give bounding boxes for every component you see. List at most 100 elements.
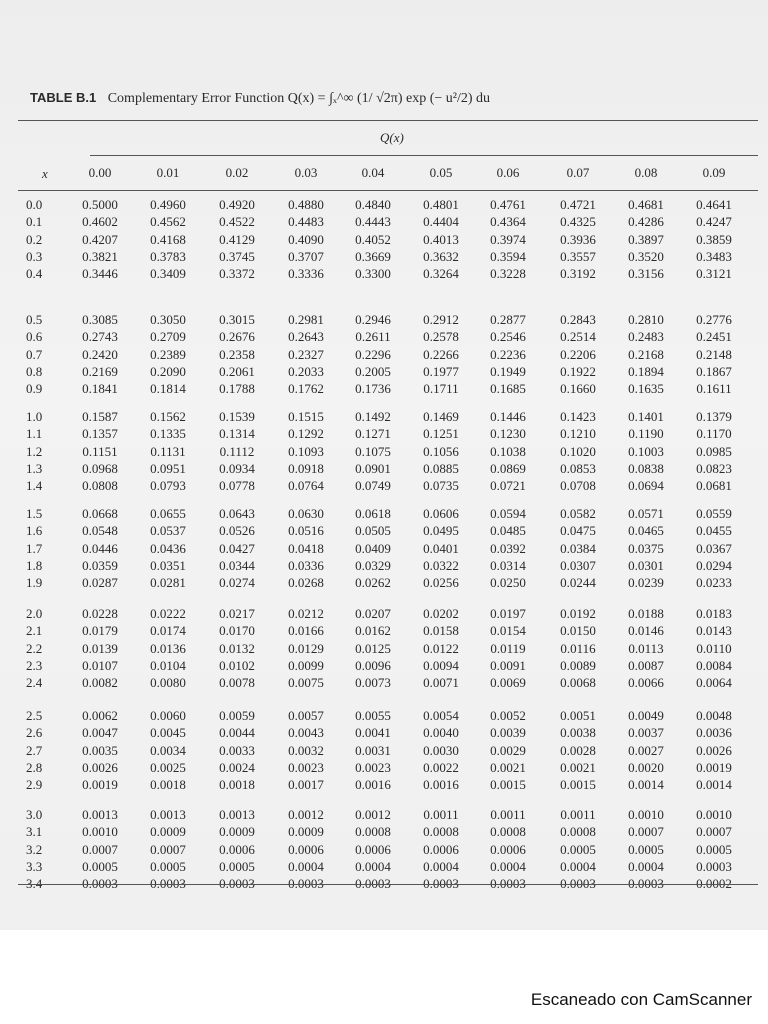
q-value-cell: 0.0010	[628, 807, 664, 822]
q-value-cell: 0.1867	[696, 363, 732, 379]
q-value-cell: 0.2266	[423, 346, 459, 362]
q-value-cell: 0.1711	[423, 381, 459, 397]
q-value-cell: 0.0007	[628, 824, 664, 840]
q-value-cell: 0.0049	[628, 708, 664, 723]
column-header: 0.04	[361, 165, 385, 180]
q-value-cell: 0.4364	[490, 214, 526, 230]
row-x-value: 3.2	[26, 841, 43, 857]
q-value-cell: 0.2810	[628, 312, 664, 327]
q-value-cell: 0.0307	[560, 557, 596, 573]
q-value-cell: 0.0003	[288, 876, 324, 892]
q-value-cell: 0.3156	[628, 266, 664, 282]
table-label: TABLE B.1	[30, 90, 97, 105]
row-x-value: 2.9	[26, 777, 43, 793]
q-value-cell: 0.1131	[150, 443, 186, 459]
q-value-cell: 0.0037	[628, 725, 664, 741]
q-value-cell: 0.0968	[82, 460, 118, 476]
q-value-cell: 0.0158	[423, 623, 459, 639]
row-x-value: 0.8	[26, 363, 43, 379]
q-value-cell: 0.0655	[150, 506, 186, 521]
q-value-cell: 0.2420	[82, 346, 118, 362]
camscanner-watermark: Escaneado con CamScanner	[530, 990, 752, 1009]
q-value-cell: 0.2090	[150, 363, 186, 379]
q-value-cell: 0.2676	[219, 329, 255, 345]
q-value-cell: 0.0054	[423, 708, 459, 723]
q-value-cell: 0.0073	[355, 675, 391, 691]
q-value-cell: 0.2946	[355, 312, 391, 327]
q-value-cell: 0.0004	[560, 858, 596, 874]
divider	[18, 190, 758, 191]
q-value-cell: 0.0026	[696, 742, 732, 758]
q-value-cell: 0.0003	[150, 876, 186, 892]
q-value-cell: 0.4443	[355, 214, 391, 230]
row-x-value: 2.2	[26, 640, 43, 656]
q-value-cell: 0.0005	[150, 858, 186, 874]
q-value-cell: 0.4522	[219, 214, 255, 230]
q-value-cell: 0.1003	[628, 443, 664, 459]
q-value-cell: 0.0075	[288, 675, 324, 691]
q-value-cell: 0.4247	[696, 214, 732, 230]
q-value-cell: 0.4404	[423, 214, 459, 230]
q-value-cell: 0.4880	[288, 197, 324, 212]
table-caption: Complementary Error Function Q(x) = ∫ₓ^∞…	[107, 91, 490, 106]
q-value-cell: 0.0143	[696, 623, 732, 639]
q-value-cell: 0.0019	[82, 777, 118, 793]
q-value-cell: 0.0505	[355, 523, 391, 539]
q-value-cell: 0.0250	[490, 575, 526, 591]
q-value-cell: 0.3936	[560, 231, 596, 247]
row-x-value: 1.7	[26, 540, 43, 556]
q-value-cell: 0.0007	[82, 841, 118, 857]
q-value-cell: 0.0005	[628, 841, 664, 857]
q-value-cell: 0.0239	[628, 575, 664, 591]
q-value-cell: 0.0166	[288, 623, 324, 639]
q-value-cell: 0.4681	[628, 197, 664, 212]
q-value-cell: 0.0003	[696, 858, 732, 874]
divider	[18, 120, 758, 121]
q-value-cell: 0.2061	[219, 363, 255, 379]
q-value-cell: 0.0010	[82, 824, 118, 840]
row-x-value: 1.5	[26, 506, 43, 521]
q-value-cell: 0.0078	[219, 675, 255, 691]
q-value-cell: 0.3974	[490, 231, 526, 247]
q-value-cell: 0.0146	[628, 623, 664, 639]
q-value-cell: 0.0281	[150, 575, 186, 591]
q-value-cell: 0.1357	[82, 426, 118, 442]
q-value-cell: 0.0418	[288, 540, 324, 556]
q-value-cell: 0.0102	[219, 657, 255, 673]
column-header: 0.05	[429, 165, 453, 180]
q-value-cell: 0.3632	[423, 248, 459, 264]
q-value-cell: 0.3264	[423, 266, 459, 282]
q-value-cell: 0.2611	[355, 329, 391, 345]
q-value-cell: 0.0244	[560, 575, 596, 591]
q-value-cell: 0.0082	[82, 675, 118, 691]
group-header: Q(x)	[380, 130, 404, 145]
q-value-cell: 0.3372	[219, 266, 255, 282]
q-value-cell: 0.0080	[150, 675, 186, 691]
q-value-cell: 0.2514	[560, 329, 596, 345]
q-value-cell: 0.0582	[560, 506, 596, 521]
q-value-cell: 0.0008	[490, 824, 526, 840]
q-value-cell: 0.0436	[150, 540, 186, 556]
row-x-value: 1.0	[26, 409, 43, 424]
q-value-cell: 0.2643	[288, 329, 324, 345]
q-value-cell: 0.0009	[150, 824, 186, 840]
q-value-cell: 0.0003	[560, 876, 596, 892]
q-value-cell: 0.4013	[423, 231, 459, 247]
q-value-cell: 0.3520	[628, 248, 664, 264]
q-value-cell: 0.0003	[219, 876, 255, 892]
q-value-cell: 0.0233	[696, 575, 732, 591]
q-value-cell: 0.0322	[423, 557, 459, 573]
q-value-cell: 0.0004	[490, 858, 526, 874]
q-value-cell: 0.0023	[355, 759, 391, 775]
q-value-cell: 0.0446	[82, 540, 118, 556]
q-value-cell: 0.3228	[490, 266, 526, 282]
q-value-cell: 0.0274	[219, 575, 255, 591]
q-value-cell: 0.0853	[560, 460, 596, 476]
q-value-cell: 0.0119	[490, 640, 526, 656]
q-value-cell: 0.3783	[150, 248, 186, 264]
row-x-value: 0.3	[26, 248, 43, 264]
q-value-cell: 0.0031	[355, 742, 391, 758]
q-value-cell: 0.0002	[696, 876, 732, 892]
q-value-cell: 0.1335	[150, 426, 186, 442]
q-value-cell: 0.2743	[82, 329, 118, 345]
